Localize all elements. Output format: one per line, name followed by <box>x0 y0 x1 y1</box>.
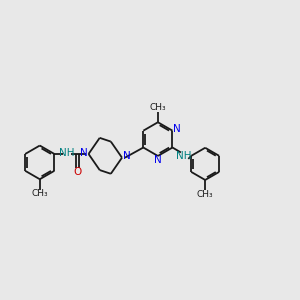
Text: CH₃: CH₃ <box>150 103 166 112</box>
Text: NH: NH <box>59 148 75 158</box>
Text: O: O <box>73 167 82 177</box>
Text: CH₃: CH₃ <box>197 190 214 199</box>
Text: N: N <box>123 152 130 161</box>
Text: CH₃: CH₃ <box>32 189 48 198</box>
Text: N: N <box>173 124 181 134</box>
Text: N: N <box>80 148 88 158</box>
Text: N: N <box>154 155 162 165</box>
Text: NH: NH <box>176 152 192 161</box>
